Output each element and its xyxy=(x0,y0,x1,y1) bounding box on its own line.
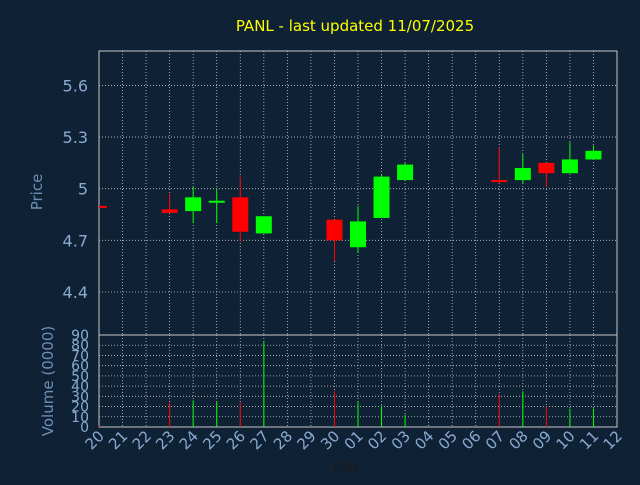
candle-body xyxy=(373,176,390,218)
volume-tick-label: 10 xyxy=(71,410,89,426)
candle-body xyxy=(185,197,202,212)
candle-body xyxy=(161,209,178,213)
x-tick-label: 23 xyxy=(152,427,178,453)
x-tick-label: 29 xyxy=(294,427,320,453)
x-tick-label: 02 xyxy=(364,427,390,453)
candle-body xyxy=(232,197,249,232)
volume-tick-label: 80 xyxy=(71,338,89,354)
candle-body xyxy=(561,159,578,174)
x-tick-label: 11 xyxy=(576,427,602,453)
price-panel: 4.4 4.7 5 5.3 5.6 xyxy=(63,50,618,336)
price-tick-label: 5 xyxy=(78,180,88,199)
volume-tick-label: 60 xyxy=(71,359,89,375)
x-tick-label: 08 xyxy=(505,427,531,453)
price-tick-label: 5.3 xyxy=(63,128,88,147)
candle-body xyxy=(255,216,272,234)
candle-body xyxy=(514,168,531,181)
price-tick-label: 5.6 xyxy=(63,76,88,95)
x-tick-label: 12 xyxy=(600,427,626,453)
x-tick-label: 24 xyxy=(176,427,202,453)
volume-tick-label: 20 xyxy=(71,400,89,416)
x-tick-label: 06 xyxy=(458,427,484,453)
x-tick-label: 30 xyxy=(317,427,343,453)
volume-tick-label: 40 xyxy=(71,379,89,395)
x-tick-label: 28 xyxy=(270,427,296,453)
x-tick-label: 25 xyxy=(199,427,225,453)
candle-body xyxy=(538,162,555,174)
x-tick-label: 21 xyxy=(105,427,131,453)
volume-tick-label: 0 xyxy=(80,420,89,436)
price-tick-label: 4.4 xyxy=(63,283,88,302)
x-tick-label: 01 xyxy=(341,427,367,453)
candle-body xyxy=(397,164,414,181)
chart-title: PANL - last updated 11/07/2025 xyxy=(236,17,474,35)
candle-body xyxy=(585,150,602,160)
volume-tick-label: 50 xyxy=(71,369,89,385)
x-tick-label: 07 xyxy=(482,427,508,453)
x-tick-label: 03 xyxy=(388,427,414,453)
candle-body xyxy=(491,180,508,183)
volume-tick-label: 70 xyxy=(71,348,89,364)
x-tick-label: 22 xyxy=(129,427,155,453)
candle-body xyxy=(208,200,225,203)
x-tick-label: 09 xyxy=(529,427,555,453)
price-axis-label: Price xyxy=(28,174,46,211)
x-axis-label: Day xyxy=(333,459,361,475)
x-tick-label: 26 xyxy=(223,427,249,453)
x-tick-label: 04 xyxy=(411,427,437,453)
x-tick-label: 05 xyxy=(435,427,461,453)
candle-body xyxy=(350,221,366,248)
x-tick-label: 27 xyxy=(246,427,272,453)
volume-tick-label: 30 xyxy=(71,389,89,405)
candle-body xyxy=(99,205,107,208)
x-tick-label: 10 xyxy=(553,427,579,453)
x-tick-labels: 2021222324252627282930010203040506070809… xyxy=(82,427,626,453)
price-tick-label: 4.7 xyxy=(63,231,88,250)
volume-axis-label: Volume (0000) xyxy=(39,326,57,436)
volume-tick-label: 90 xyxy=(71,328,89,344)
candle-body xyxy=(326,219,343,241)
